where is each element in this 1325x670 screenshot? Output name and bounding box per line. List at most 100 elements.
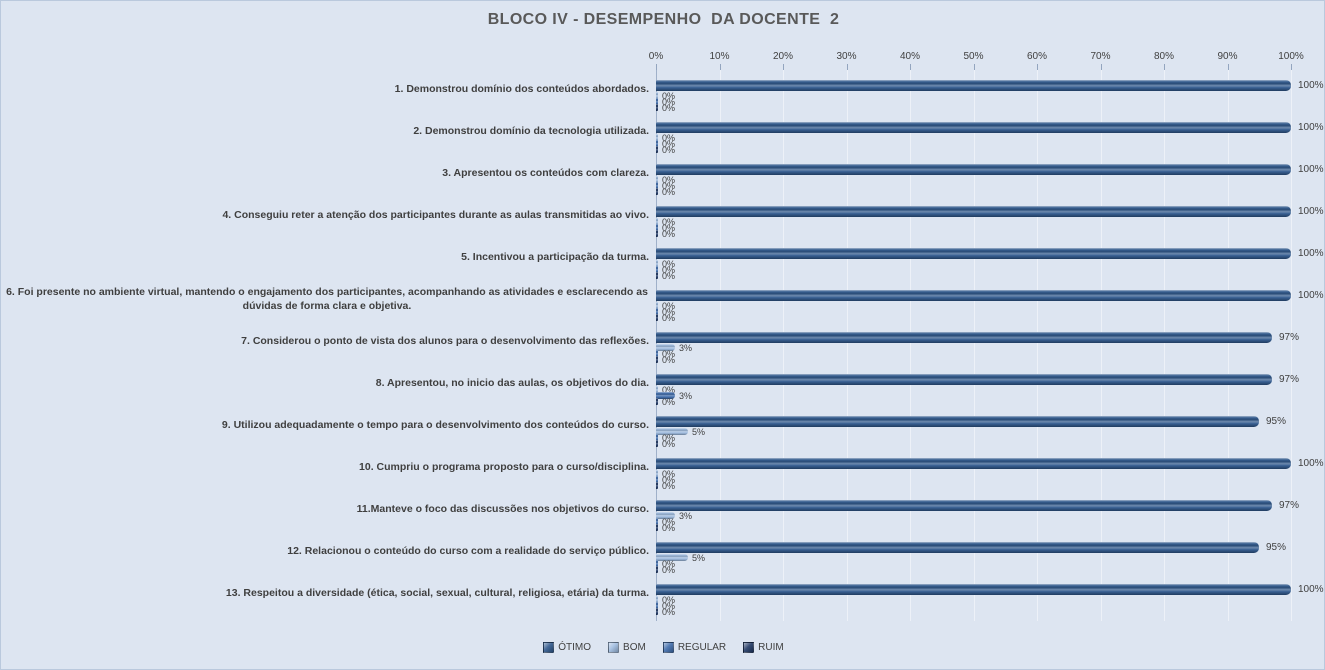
value-label-otimo: 100% bbox=[1298, 584, 1324, 595]
value-label-ruim: 0% bbox=[662, 439, 676, 449]
category-label: 9. Utilizou adequadamente o tempo para o… bbox=[221, 419, 649, 432]
gridline bbox=[1037, 70, 1038, 621]
bar-bom bbox=[656, 596, 658, 603]
x-tick-label: 100% bbox=[1278, 51, 1304, 62]
value-label-bom: 3% bbox=[679, 511, 693, 521]
chart-title: BLOCO IV - DESEMPENHO DA DOCENTE 2 bbox=[487, 11, 840, 28]
category-label: 1. Demonstrou domínio dos conteúdos abor… bbox=[394, 83, 649, 96]
value-label-bom: 5% bbox=[692, 553, 706, 563]
value-label-bom: 0% bbox=[662, 469, 676, 479]
bar-ruim bbox=[656, 482, 658, 489]
legend-label: REGULAR bbox=[677, 642, 727, 653]
bar-ruim bbox=[656, 188, 658, 195]
value-label-regular: 0% bbox=[662, 307, 676, 317]
x-tick-label: 40% bbox=[899, 51, 920, 62]
value-label-bom: 0% bbox=[662, 385, 676, 395]
bar-bom bbox=[656, 470, 658, 477]
bar-bom bbox=[656, 554, 688, 561]
value-label-ruim: 0% bbox=[662, 313, 676, 323]
value-label-ruim: 0% bbox=[662, 565, 676, 575]
value-label-bom: 0% bbox=[662, 91, 676, 101]
value-label-otimo: 97% bbox=[1279, 374, 1300, 385]
gridline bbox=[910, 70, 911, 621]
gridline bbox=[1164, 70, 1165, 621]
bar-otimo bbox=[656, 500, 1272, 511]
x-tick-mark bbox=[1100, 64, 1102, 70]
legend-swatch-bom bbox=[608, 642, 620, 653]
value-label-ruim: 0% bbox=[662, 187, 676, 197]
bar-ruim bbox=[656, 314, 658, 321]
bar-regular bbox=[656, 434, 658, 441]
value-label-bom: 0% bbox=[662, 175, 676, 185]
value-label-ruim: 0% bbox=[662, 397, 676, 407]
category-label: 12. Relacionou o conteúdo do curso com a… bbox=[287, 545, 649, 558]
bar-regular bbox=[656, 476, 658, 483]
x-tick-mark bbox=[1291, 64, 1292, 70]
category-label: 2. Demonstrou domínio da tecnologia util… bbox=[413, 125, 649, 138]
bar-ruim bbox=[656, 440, 658, 447]
gridline bbox=[1291, 70, 1292, 621]
bar-otimo bbox=[656, 458, 1291, 469]
bar-bom bbox=[656, 260, 658, 267]
value-label-regular: 0% bbox=[662, 139, 676, 149]
x-tick-label: 90% bbox=[1217, 51, 1238, 62]
bar-otimo bbox=[656, 416, 1259, 427]
value-label-regular: 0% bbox=[662, 601, 676, 611]
value-label-ruim: 0% bbox=[662, 355, 676, 365]
bar-ruim bbox=[656, 566, 658, 573]
x-tick-label: 20% bbox=[772, 51, 793, 62]
category-label: 11.Manteve o foco das discussões nos obj… bbox=[356, 503, 649, 516]
x-tick-mark bbox=[910, 64, 911, 70]
value-label-bom: 0% bbox=[662, 301, 676, 311]
bar-bom bbox=[656, 218, 658, 225]
bar-bom bbox=[656, 344, 675, 351]
bar-regular bbox=[656, 140, 658, 147]
x-tick-label: 10% bbox=[709, 51, 730, 62]
x-tick-label: 80% bbox=[1153, 51, 1174, 62]
legend-item-regular: REGULAR bbox=[662, 642, 727, 653]
x-tick-mark bbox=[656, 64, 657, 70]
value-label-bom: 0% bbox=[662, 133, 676, 143]
legend-swatch-otimo bbox=[543, 642, 555, 653]
bar-regular bbox=[656, 266, 658, 273]
value-label-regular: 0% bbox=[662, 559, 676, 569]
x-tick-mark bbox=[973, 64, 975, 70]
bar-otimo bbox=[656, 122, 1291, 133]
bar-regular bbox=[656, 98, 658, 105]
x-tick-mark bbox=[1227, 64, 1229, 70]
gridline bbox=[783, 70, 784, 621]
value-label-otimo: 100% bbox=[1298, 164, 1324, 175]
category-label: 13. Respeitou a diversidade (ética, soci… bbox=[225, 587, 649, 600]
bar-bom bbox=[656, 302, 658, 309]
bar-regular bbox=[656, 392, 675, 399]
legend-swatch-regular bbox=[662, 642, 674, 653]
x-tick-mark bbox=[783, 64, 784, 70]
value-label-otimo: 95% bbox=[1266, 416, 1287, 427]
x-tick-mark bbox=[1037, 64, 1038, 70]
value-label-bom: 0% bbox=[662, 595, 676, 605]
bar-otimo bbox=[656, 332, 1272, 343]
bar-bom bbox=[656, 92, 658, 99]
value-label-ruim: 0% bbox=[662, 271, 676, 281]
gridline bbox=[1100, 70, 1102, 621]
legend-label: ÓTIMO bbox=[558, 642, 592, 653]
value-label-ruim: 0% bbox=[662, 481, 676, 491]
category-label: 8. Apresentou, no inicio das aulas, os o… bbox=[375, 377, 649, 390]
x-tick-mark bbox=[1164, 64, 1165, 70]
legend-label: RUIM bbox=[758, 642, 784, 653]
category-label: 3. Apresentou os conteúdos com clareza. bbox=[442, 167, 649, 180]
gridline bbox=[846, 70, 848, 621]
value-label-bom: 0% bbox=[662, 259, 676, 269]
bar-otimo bbox=[656, 290, 1291, 301]
bar-otimo bbox=[656, 164, 1291, 175]
value-label-otimo: 97% bbox=[1279, 500, 1300, 511]
bar-ruim bbox=[656, 272, 658, 279]
value-label-ruim: 0% bbox=[662, 145, 676, 155]
bar-otimo bbox=[656, 542, 1259, 553]
value-label-regular: 0% bbox=[662, 223, 676, 233]
value-label-regular: 0% bbox=[662, 517, 676, 527]
value-label-regular: 0% bbox=[662, 433, 676, 443]
bar-regular bbox=[656, 350, 658, 357]
bar-otimo bbox=[656, 206, 1291, 217]
